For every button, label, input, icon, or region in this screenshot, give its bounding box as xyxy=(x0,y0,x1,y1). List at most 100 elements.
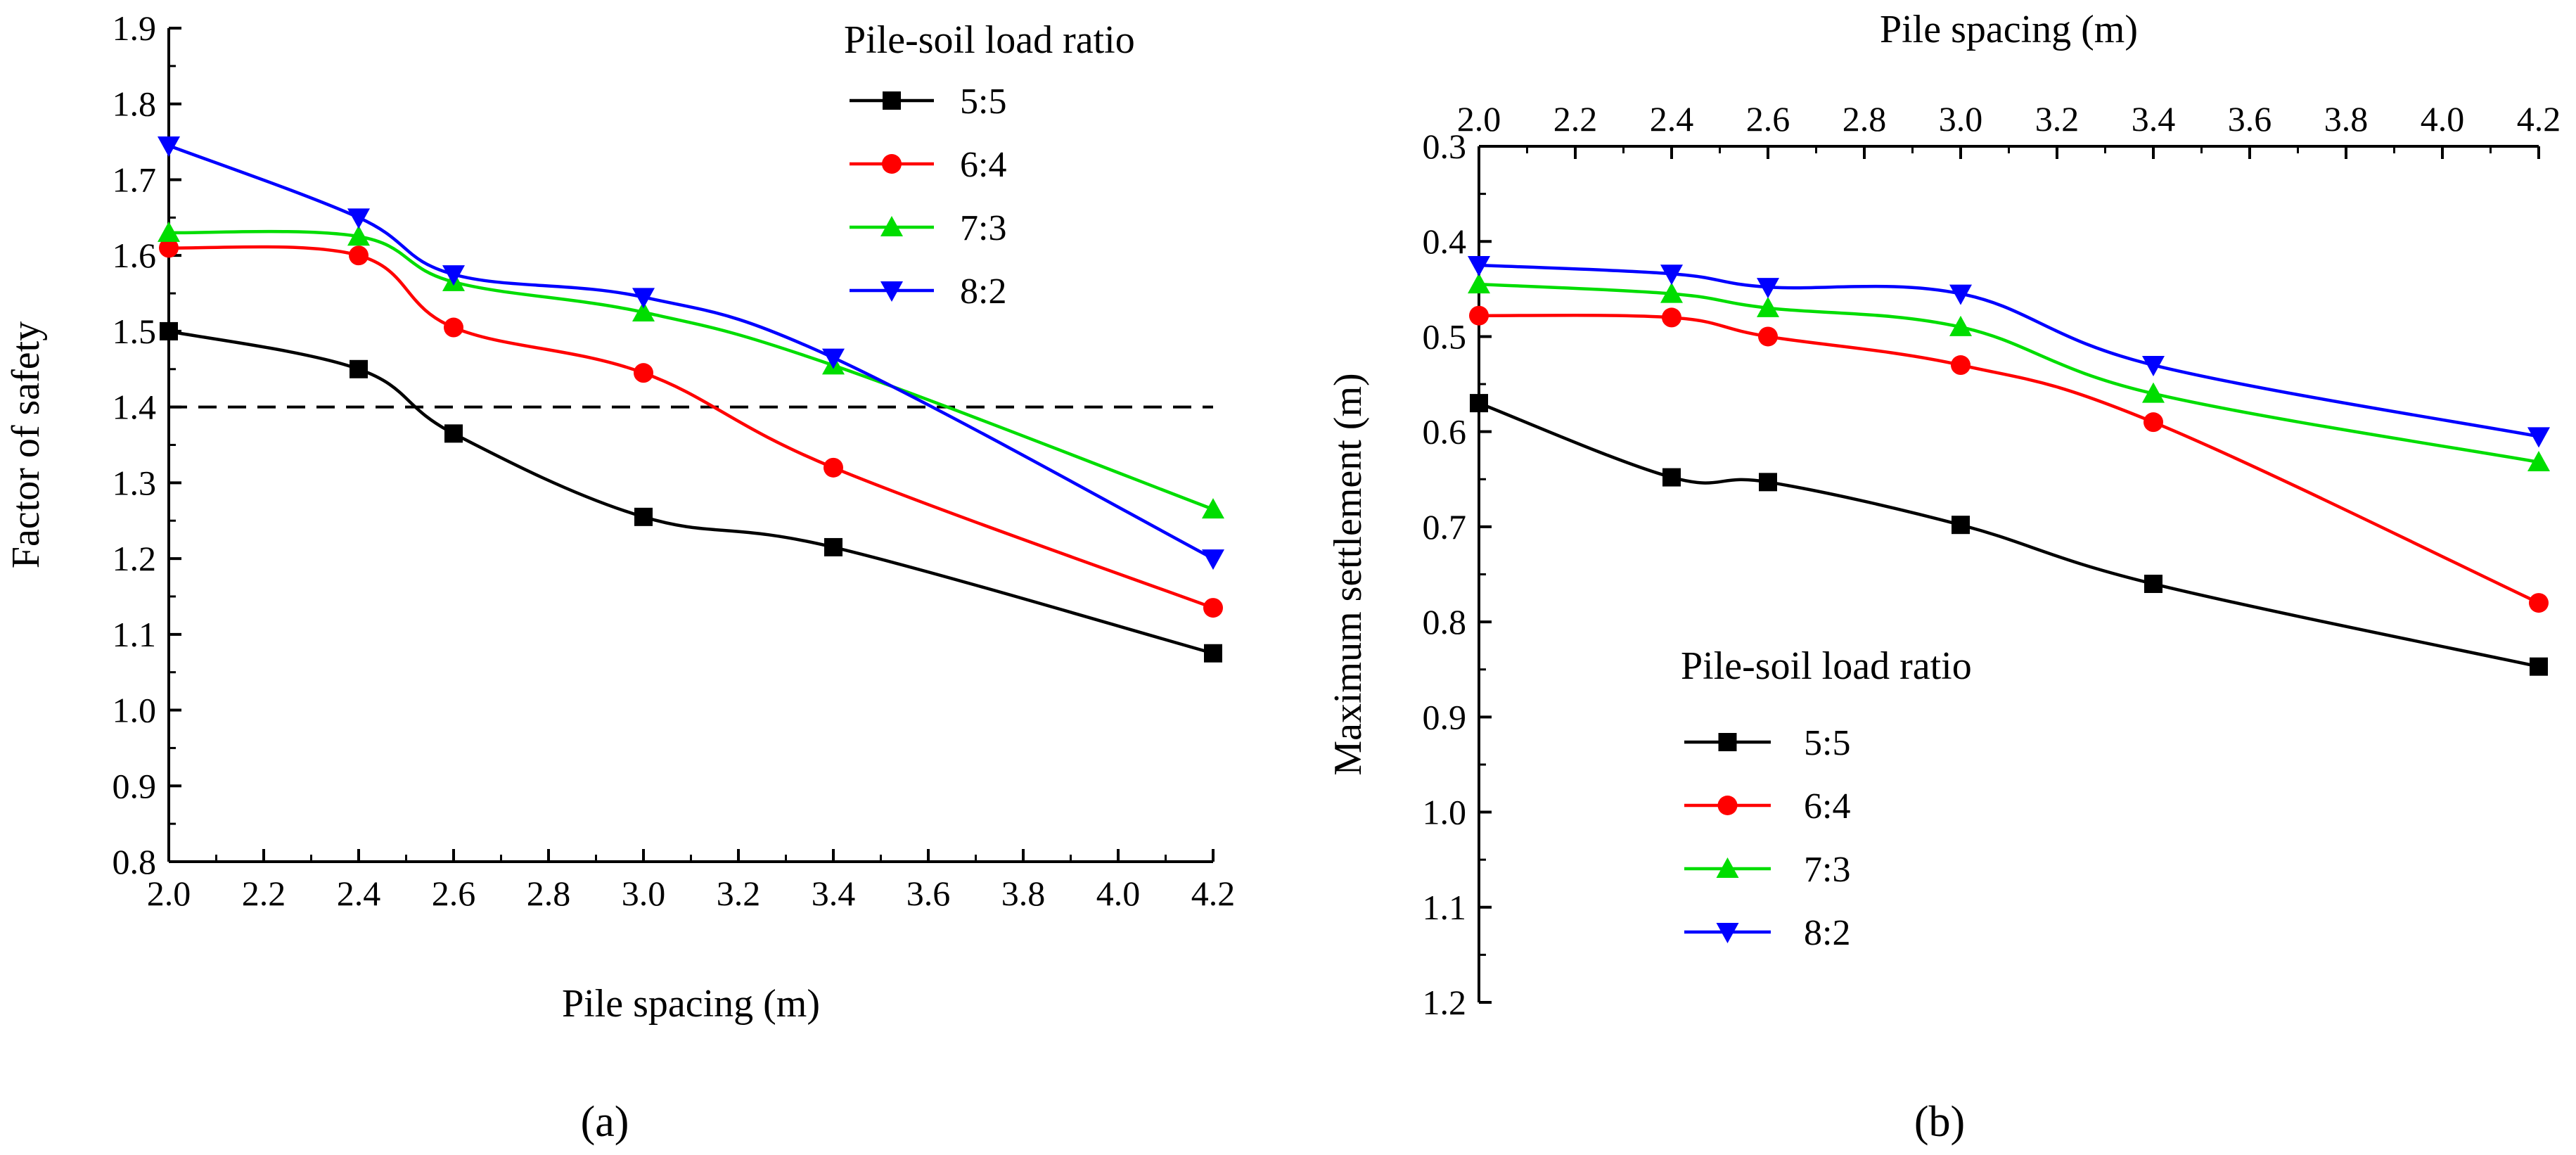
panel-label: (a) xyxy=(581,1098,629,1146)
data-point xyxy=(2527,450,2550,471)
data-point xyxy=(632,288,655,309)
series-line xyxy=(168,229,1214,511)
data-point xyxy=(824,537,842,556)
data-point xyxy=(1468,273,1490,294)
y-tick-label: 1.4 xyxy=(113,388,157,427)
legend-label: 7:3 xyxy=(960,208,1006,248)
series-line xyxy=(168,329,1214,655)
data-point xyxy=(1662,307,1681,328)
x-tick-label: 3.0 xyxy=(1939,99,1983,139)
x-tick-label: 3.2 xyxy=(2035,99,2080,139)
legend-label: 6:4 xyxy=(960,145,1006,185)
x-tick-label: 2.0 xyxy=(1457,99,1501,139)
y-axis-title: Factor of safety xyxy=(4,321,48,568)
series-line xyxy=(1478,402,2539,668)
y-tick-label: 1.0 xyxy=(1423,793,1467,832)
y-tick-label: 1.1 xyxy=(1423,888,1467,927)
x-tick-label: 3.2 xyxy=(717,874,761,913)
x-tick-label: 4.0 xyxy=(2421,99,2465,139)
data-point xyxy=(1952,516,1970,535)
y-tick-label: 1.7 xyxy=(113,160,157,199)
y-tick-label: 0.9 xyxy=(1423,697,1467,736)
x-tick-label: 4.2 xyxy=(1191,874,1236,913)
series-line xyxy=(168,245,1214,610)
series-7-3 xyxy=(1468,273,2550,471)
data-point xyxy=(1203,598,1223,618)
data-point xyxy=(442,265,465,286)
data-point xyxy=(1468,256,1490,277)
series-line xyxy=(1478,282,2539,464)
legend-title: Pile-soil load ratio xyxy=(1681,644,1972,688)
data-point xyxy=(2530,657,2548,676)
data-point xyxy=(1757,296,1779,317)
legend-marker xyxy=(1718,733,1737,751)
x-tick-label: 3.8 xyxy=(1001,874,1046,913)
series-7-3 xyxy=(158,221,1224,519)
series-line xyxy=(168,143,1215,561)
data-point xyxy=(2529,593,2549,613)
data-point xyxy=(1662,468,1681,487)
x-tick-label: 2.4 xyxy=(1650,99,1694,139)
legend-marker xyxy=(883,91,901,110)
y-tick-label: 0.9 xyxy=(113,766,157,805)
data-point xyxy=(1470,394,1488,413)
panel-a: 2.0 2.2 2.4 2.6 2.8 3.0 3.2 3.4 3.6 3.8 4.0 4.2 0.8 0… xyxy=(4,8,1235,1146)
legend-marker xyxy=(880,281,903,302)
data-point xyxy=(1469,305,1489,326)
data-point xyxy=(1660,282,1683,303)
x-tick-label: 3.6 xyxy=(2228,99,2272,139)
x-tick-label: 2.0 xyxy=(147,874,191,913)
x-axis-title: Pile spacing (m) xyxy=(1880,8,2138,51)
data-point xyxy=(1202,498,1224,519)
legend-marker xyxy=(882,154,902,174)
data-point xyxy=(1757,278,1779,299)
x-tick-label: 2.4 xyxy=(337,874,381,913)
y-tick-label: 1.2 xyxy=(113,539,157,578)
data-point xyxy=(349,245,369,266)
y-tick-label: 0.4 xyxy=(1423,222,1467,261)
legend-label: 8:2 xyxy=(960,272,1006,312)
data-point xyxy=(444,424,463,443)
data-point xyxy=(2144,575,2162,594)
x-tick-label: 2.8 xyxy=(1843,99,1887,139)
y-tick-label: 0.6 xyxy=(1423,412,1467,452)
data-point xyxy=(350,359,368,378)
series-6-4 xyxy=(1469,305,2549,613)
data-point xyxy=(2142,356,2165,377)
data-point xyxy=(1660,264,1683,286)
series-6-4 xyxy=(159,238,1223,618)
data-point xyxy=(158,221,180,242)
legend: Pile-soil load ratio 5:5 6:4 7:3 8:2 xyxy=(1681,644,1972,953)
series-line xyxy=(1478,263,2539,438)
x-tick-label: 2.6 xyxy=(1746,99,1790,139)
x-tick-label: 3.4 xyxy=(812,874,856,913)
data-point xyxy=(2142,382,2165,403)
legend-marker xyxy=(1716,857,1739,878)
legend-marker xyxy=(1717,796,1738,815)
data-point xyxy=(347,208,370,229)
legend-title: Pile-soil load ratio xyxy=(844,18,1135,62)
data-point xyxy=(632,300,655,321)
y-tick-label: 1.5 xyxy=(113,312,157,351)
panel-label: (b) xyxy=(1914,1098,1965,1146)
data-point xyxy=(1949,315,1972,336)
y-tick-label: 0.8 xyxy=(113,842,157,881)
data-point xyxy=(160,321,178,340)
data-point xyxy=(1759,473,1777,492)
y-tick-label: 1.3 xyxy=(113,463,157,502)
data-point xyxy=(1758,326,1778,347)
y-tick-label: 1.8 xyxy=(113,84,157,124)
data-point xyxy=(2144,412,2163,433)
data-point xyxy=(1202,549,1224,570)
y-tick-label: 0.5 xyxy=(1423,317,1467,356)
y-tick-label: 0.8 xyxy=(1423,602,1467,642)
series-8-2 xyxy=(1468,256,2550,448)
legend-label: 5:5 xyxy=(960,82,1006,122)
y-tick-label: 0.7 xyxy=(1423,507,1467,547)
legend-label: 7:3 xyxy=(1804,850,1850,890)
x-tick-label: 3.8 xyxy=(2324,99,2369,139)
legend-label: 6:4 xyxy=(1804,786,1850,827)
data-point xyxy=(822,348,845,369)
data-point xyxy=(444,317,463,338)
y-tick-label: 1.9 xyxy=(113,8,157,48)
